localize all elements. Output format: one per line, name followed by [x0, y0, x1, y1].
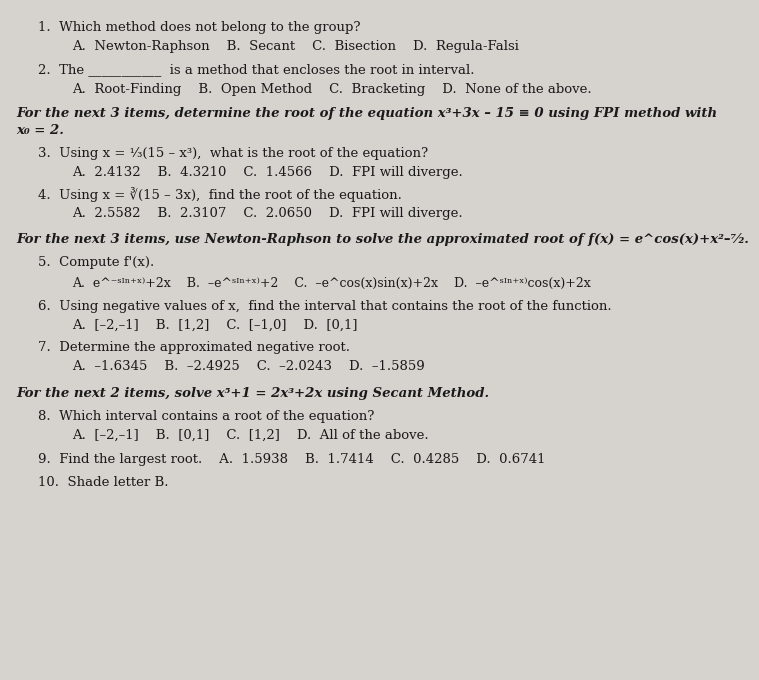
Text: 10.  Shade letter B.: 10. Shade letter B.	[38, 475, 168, 489]
Text: For the next 3 items, determine the root of the equation x³+3x – 15 ≡ 0 using FP: For the next 3 items, determine the root…	[17, 107, 718, 120]
Text: 2.  The ___________  is a method that encloses the root in interval.: 2. The ___________ is a method that encl…	[38, 63, 474, 77]
Text: A.  2.4132    B.  4.3210    C.  1.4566    D.  FPI will diverge.: A. 2.4132 B. 4.3210 C. 1.4566 D. FPI wil…	[72, 165, 463, 179]
Text: A.  Root-Finding    B.  Open Method    C.  Bracketing    D.  None of the above.: A. Root-Finding B. Open Method C. Bracke…	[72, 82, 592, 96]
Text: 6.  Using negative values of x,  find the interval that contains the root of the: 6. Using negative values of x, find the …	[38, 300, 612, 313]
Text: A.  [–2,–1]    B.  [0,1]    C.  [1,2]    D.  All of the above.: A. [–2,–1] B. [0,1] C. [1,2] D. All of t…	[72, 428, 429, 442]
Text: A.  –1.6345    B.  –2.4925    C.  –2.0243    D.  –1.5859: A. –1.6345 B. –2.4925 C. –2.0243 D. –1.5…	[72, 360, 425, 373]
Text: A.  e^⁻ˢᴵⁿ⁺ˣ⁾+2x    B.  –e^ˢᴵⁿ⁺ˣ⁾+2    C.  –e^cos(x)sin(x)+2x    D.  –e^ˢᴵⁿ⁺ˣ⁾co: A. e^⁻ˢᴵⁿ⁺ˣ⁾+2x B. –e^ˢᴵⁿ⁺ˣ⁾+2 C. –e^cos…	[72, 277, 591, 290]
Text: For the next 2 items, solve x⁵+1 = 2x³+2x using Secant Method.: For the next 2 items, solve x⁵+1 = 2x³+2…	[17, 386, 490, 400]
Text: A.  Newton-Raphson    B.  Secant    C.  Bisection    D.  Regula-Falsi: A. Newton-Raphson B. Secant C. Bisection…	[72, 39, 519, 53]
Text: 7.  Determine the approximated negative root.: 7. Determine the approximated negative r…	[38, 341, 350, 354]
Text: 3.  Using x = ¹⁄₃(15 – x³),  what is the root of the equation?: 3. Using x = ¹⁄₃(15 – x³), what is the r…	[38, 146, 428, 160]
Text: x₀ = 2.: x₀ = 2.	[17, 124, 65, 137]
Text: 1.  Which method does not belong to the group?: 1. Which method does not belong to the g…	[38, 20, 361, 34]
Text: 8.  Which interval contains a root of the equation?: 8. Which interval contains a root of the…	[38, 409, 374, 423]
Text: 5.  Compute f'(x).: 5. Compute f'(x).	[38, 256, 154, 269]
Text: For the next 3 items, use Newton-Raphson to solve the approximated root of f(x) : For the next 3 items, use Newton-Raphson…	[17, 233, 750, 246]
Text: 4.  Using x = ∛(15 – 3x),  find the root of the equation.: 4. Using x = ∛(15 – 3x), find the root o…	[38, 187, 402, 202]
Text: A.  2.5582    B.  2.3107    C.  2.0650    D.  FPI will diverge.: A. 2.5582 B. 2.3107 C. 2.0650 D. FPI wil…	[72, 207, 463, 220]
Text: 9.  Find the largest root.    A.  1.5938    B.  1.7414    C.  0.4285    D.  0.67: 9. Find the largest root. A. 1.5938 B. 1…	[38, 452, 546, 466]
Text: A.  [–2,–1]    B.  [1,2]    C.  [–1,0]    D.  [0,1]: A. [–2,–1] B. [1,2] C. [–1,0] D. [0,1]	[72, 319, 357, 333]
